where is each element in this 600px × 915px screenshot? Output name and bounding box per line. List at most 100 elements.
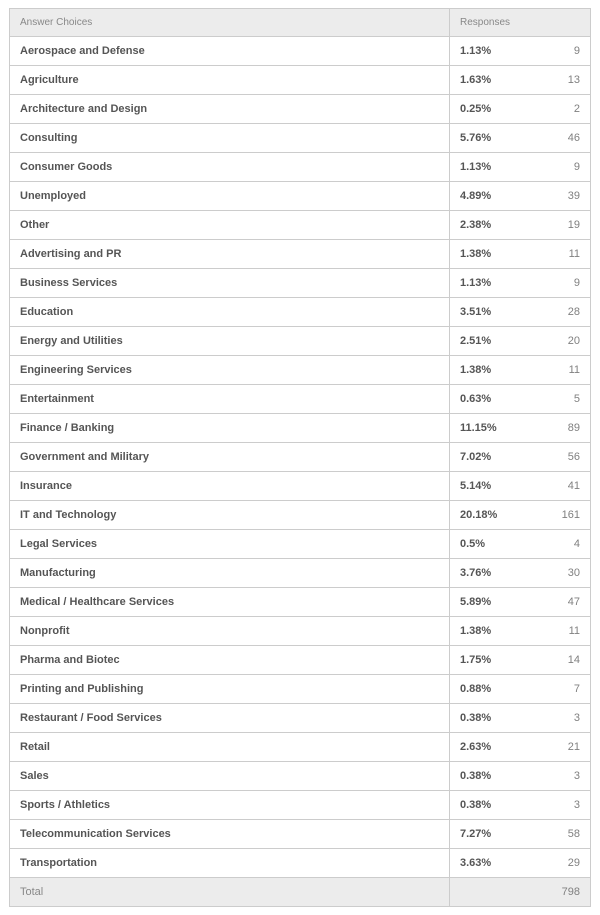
row-count: 13 [515, 74, 580, 86]
row-pct: 3.76% [460, 567, 515, 579]
survey-table: Answer Choices Responses Aerospace and D… [9, 8, 591, 907]
row-pct: 1.38% [460, 364, 515, 376]
header-responses-label: Responses [460, 17, 510, 28]
row-label: Nonprofit [10, 617, 450, 645]
row-pct: 3.63% [460, 857, 515, 869]
row-label: Architecture and Design [10, 95, 450, 123]
row-responses: 7.02%56 [450, 443, 590, 471]
row-count: 47 [515, 596, 580, 608]
table-row: Telecommunication Services7.27%58 [10, 820, 590, 849]
row-count: 30 [515, 567, 580, 579]
row-responses: 5.89%47 [450, 588, 590, 616]
total-pct [460, 886, 515, 898]
table-row: Retail2.63%21 [10, 733, 590, 762]
row-count: 9 [515, 161, 580, 173]
header-answer-choices: Answer Choices [10, 9, 450, 36]
row-responses: 1.38%11 [450, 240, 590, 268]
row-label: Retail [10, 733, 450, 761]
row-label: Agriculture [10, 66, 450, 94]
row-responses: 1.63%13 [450, 66, 590, 94]
table-row: Aerospace and Defense1.13%9 [10, 37, 590, 66]
row-responses: 0.63%5 [450, 385, 590, 413]
row-count: 2 [515, 103, 580, 115]
row-label: Restaurant / Food Services [10, 704, 450, 732]
row-pct: 11.15% [460, 422, 515, 434]
row-responses: 20.18%161 [450, 501, 590, 529]
row-count: 89 [515, 422, 580, 434]
table-row: Engineering Services1.38%11 [10, 356, 590, 385]
row-responses: 1.13%9 [450, 269, 590, 297]
table-row: Agriculture1.63%13 [10, 66, 590, 95]
table-row: Unemployed4.89%39 [10, 182, 590, 211]
row-pct: 1.38% [460, 625, 515, 637]
row-responses: 5.76%46 [450, 124, 590, 152]
row-pct: 5.76% [460, 132, 515, 144]
row-responses: 2.63%21 [450, 733, 590, 761]
row-label: Education [10, 298, 450, 326]
row-count: 29 [515, 857, 580, 869]
table-row: Transportation3.63%29 [10, 849, 590, 878]
row-pct: 5.89% [460, 596, 515, 608]
row-pct: 0.5% [460, 538, 515, 550]
total-count: 798 [515, 886, 580, 898]
row-responses: 7.27%58 [450, 820, 590, 848]
row-label: Manufacturing [10, 559, 450, 587]
table-row: Restaurant / Food Services0.38%3 [10, 704, 590, 733]
row-pct: 7.02% [460, 451, 515, 463]
row-count: 11 [515, 364, 580, 376]
table-row: Sales0.38%3 [10, 762, 590, 791]
row-count: 3 [515, 712, 580, 724]
total-responses: 798 [450, 878, 590, 906]
row-label: Insurance [10, 472, 450, 500]
row-responses: 3.63%29 [450, 849, 590, 877]
row-responses: 0.25%2 [450, 95, 590, 123]
row-pct: 2.63% [460, 741, 515, 753]
row-label: IT and Technology [10, 501, 450, 529]
table-row: Pharma and Biotec1.75%14 [10, 646, 590, 675]
table-row: Consulting5.76%46 [10, 124, 590, 153]
row-responses: 11.15%89 [450, 414, 590, 442]
row-count: 39 [515, 190, 580, 202]
row-count: 14 [515, 654, 580, 666]
table-row: Education3.51%28 [10, 298, 590, 327]
row-pct: 3.51% [460, 306, 515, 318]
row-responses: 1.13%9 [450, 37, 590, 65]
table-header-row: Answer Choices Responses [10, 9, 590, 37]
row-label: Consumer Goods [10, 153, 450, 181]
row-responses: 3.51%28 [450, 298, 590, 326]
table-row: Insurance5.14%41 [10, 472, 590, 501]
table-row: Manufacturing3.76%30 [10, 559, 590, 588]
table-row: Advertising and PR1.38%11 [10, 240, 590, 269]
row-label: Consulting [10, 124, 450, 152]
row-count: 21 [515, 741, 580, 753]
row-count: 3 [515, 770, 580, 782]
row-label: Finance / Banking [10, 414, 450, 442]
row-pct: 0.38% [460, 799, 515, 811]
row-count: 58 [515, 828, 580, 840]
table-row: Sports / Athletics 0.38%3 [10, 791, 590, 820]
row-count: 161 [515, 509, 580, 521]
row-responses: 3.76%30 [450, 559, 590, 587]
row-responses: 0.5%4 [450, 530, 590, 558]
row-responses: 0.38%3 [450, 762, 590, 790]
row-count: 19 [515, 219, 580, 231]
row-count: 46 [515, 132, 580, 144]
row-label: Legal Services [10, 530, 450, 558]
row-pct: 0.63% [460, 393, 515, 405]
row-pct: 7.27% [460, 828, 515, 840]
row-count: 9 [515, 45, 580, 57]
row-label: Sports / Athletics [10, 791, 450, 819]
row-responses: 1.38%11 [450, 356, 590, 384]
table-row: Energy and Utilities2.51%20 [10, 327, 590, 356]
row-responses: 1.38%11 [450, 617, 590, 645]
row-count: 3 [515, 799, 580, 811]
table-row: Medical / Healthcare Services5.89%47 [10, 588, 590, 617]
table-row: Government and Military7.02%56 [10, 443, 590, 472]
table-row: Printing and Publishing0.88%7 [10, 675, 590, 704]
row-label: Transportation [10, 849, 450, 877]
row-pct: 1.63% [460, 74, 515, 86]
row-pct: 1.13% [460, 45, 515, 57]
row-label: Engineering Services [10, 356, 450, 384]
row-label: Sales [10, 762, 450, 790]
table-row: Other2.38%19 [10, 211, 590, 240]
